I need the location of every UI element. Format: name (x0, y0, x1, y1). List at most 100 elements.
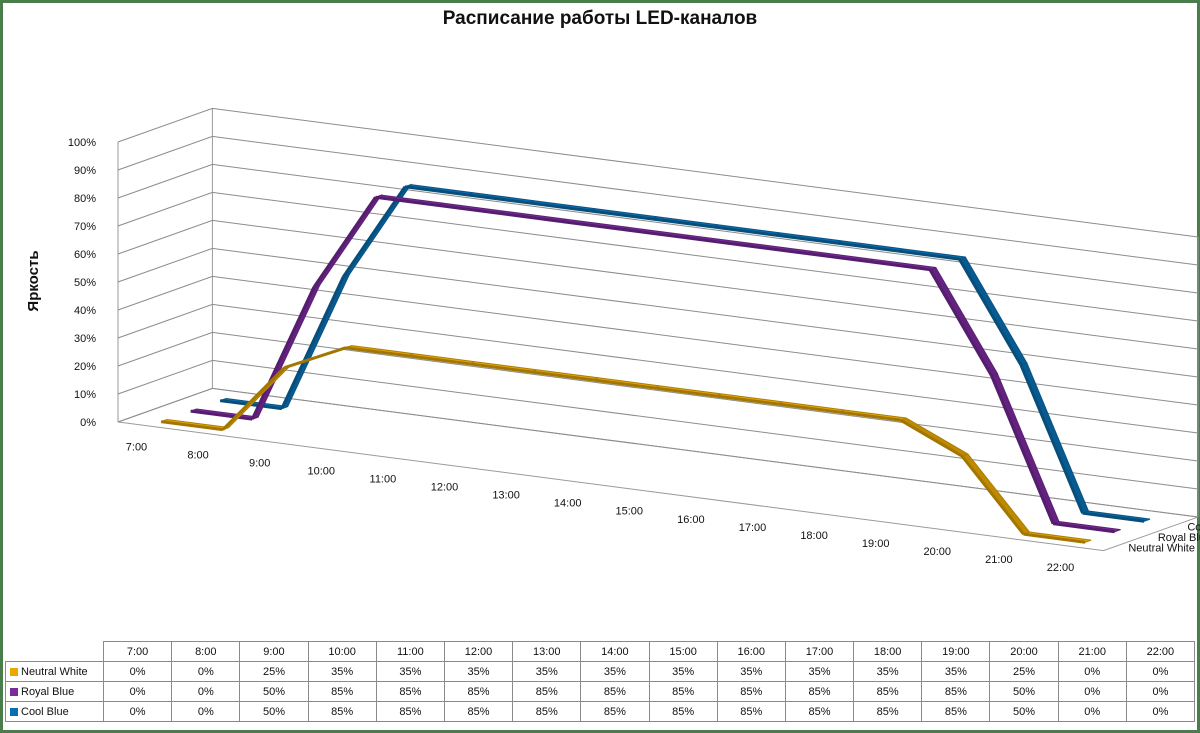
table-cell: 50% (989, 701, 1059, 722)
gridline (117, 359, 1199, 490)
ribbon-edge (774, 233, 837, 245)
y-tick-label: 90% (74, 165, 96, 177)
x-tick-label: 20:00 (924, 546, 952, 558)
x-tick-label: 19:00 (862, 538, 890, 550)
ribbon-edge (868, 260, 931, 272)
ribbon-edge (283, 346, 347, 370)
table-row-header: Cool Blue (5, 701, 104, 722)
ribbon-edge (1023, 532, 1086, 544)
table-header-cell: 12:00 (443, 641, 514, 662)
table-cell: 35% (443, 661, 514, 682)
x-tick-label: 13:00 (492, 490, 520, 502)
x-tick-label: 15:00 (616, 506, 644, 518)
x-tick-label: 22:00 (1047, 562, 1075, 574)
x-tick-label: 17:00 (739, 522, 767, 534)
table-cell: 35% (307, 661, 377, 682)
y-tick-label: 60% (74, 249, 96, 261)
table-row-header: Neutral White (5, 661, 104, 682)
table-cell: 85% (307, 701, 377, 722)
table-cell: 0% (171, 701, 241, 722)
gridlines (117, 107, 1199, 518)
ribbon-edge (280, 276, 345, 410)
table-cell: 85% (375, 701, 445, 722)
table-header-cell: 18:00 (853, 641, 923, 662)
table-header-cell: 7:00 (102, 641, 173, 662)
table-cell: 85% (921, 681, 991, 702)
data-table: 7:00 8:00 9:00 10:00 11:00 12:00 13:00 14:00 15:… (5, 641, 1196, 722)
ribbon-edge (221, 366, 286, 431)
chart-plot-area: 0% 10% 20% 30% 40% 50% 60% 70% 80% 90% 100% 7:00 8:… (68, 107, 1200, 574)
gridline (117, 163, 1199, 294)
x-tick-label: 12:00 (431, 482, 459, 494)
table-row: Royal Blue 0% 0% 50% 85% 85% 85% 85% 85% 85% 85% 85… (5, 681, 1196, 702)
ribbon-edge (683, 235, 746, 247)
table-cell: 0% (1057, 681, 1127, 702)
y-tick-labels: 0% 10% 20% 30% 40% 50% 60% 70% 80% 90% 100% (68, 137, 96, 429)
x-tick-label: 18:00 (800, 530, 828, 542)
gridline (117, 107, 1199, 238)
ribbon-edge (1052, 522, 1115, 534)
ribbon-edge (589, 209, 652, 221)
table-cell: 0% (1125, 661, 1196, 682)
ribbon-edge (345, 346, 408, 358)
ribbon-segment (899, 417, 970, 457)
ribbon-edge (375, 195, 438, 207)
table-header-cell: 13:00 (512, 641, 582, 662)
series-ribbon-cool-blue (219, 183, 1151, 523)
series-ribbon-royal-blue (190, 194, 1121, 534)
table-cell: 35% (580, 661, 650, 682)
ribbon-edge (715, 394, 778, 406)
gridline (117, 331, 1199, 462)
ribbon-edge (250, 286, 316, 420)
table-cell: 35% (648, 661, 718, 682)
gridline (117, 387, 1199, 518)
table-header-cell: 9:00 (239, 641, 309, 662)
table-cell: 85% (443, 701, 514, 722)
table-cell: 25% (239, 661, 309, 682)
y-tick-label: 70% (74, 221, 96, 233)
gridline (117, 191, 1199, 322)
legend-swatch (10, 667, 18, 676)
table-header-cell: 15:00 (648, 641, 718, 662)
table-cell: 85% (580, 681, 650, 702)
series-label: Royal Blue (1158, 532, 1200, 544)
ribbon-edge (466, 193, 529, 205)
ribbon-edge (838, 410, 901, 422)
table-cell: 85% (443, 681, 514, 702)
ribbon-edge (436, 203, 499, 215)
table-header-cell: 14:00 (580, 641, 650, 662)
table-header-cell: 16:00 (716, 641, 786, 662)
x-tick-label: 9:00 (249, 457, 270, 469)
y-tick-label: 20% (74, 361, 96, 373)
ribbon-edge (1019, 364, 1084, 514)
table-row: Cool Blue 0% 0% 50% 85% 85% 85% 85% 85% 85% 85% 85%… (5, 701, 1196, 722)
table-cell: 85% (716, 681, 786, 702)
ribbon-edge (1082, 511, 1145, 523)
table-cell: 35% (921, 661, 991, 682)
table-header-cell: 10:00 (307, 641, 377, 662)
series-label: Neutral White (1128, 542, 1195, 554)
table-cell: 85% (375, 681, 445, 702)
table-header-cell: 22:00 (1125, 641, 1196, 662)
ribbon-edge (468, 362, 531, 374)
gridline (117, 135, 1199, 266)
table-cell: 85% (716, 701, 786, 722)
x-tick-label: 21:00 (985, 554, 1013, 566)
y-tick-label: 100% (68, 137, 96, 149)
table-cell: 25% (989, 661, 1059, 682)
ribbon-edge (806, 252, 869, 264)
ribbon-edge (928, 268, 993, 377)
ribbon-edge (407, 354, 470, 366)
table-cell: 85% (921, 701, 991, 722)
ribbon-edge (160, 420, 223, 432)
ribbon-edge (530, 370, 593, 382)
ribbon-edge (899, 418, 963, 458)
table-cell: 85% (580, 701, 650, 722)
ribbon-segment (958, 256, 1028, 366)
table-cell: 85% (512, 681, 582, 702)
y-tick-label: 10% (74, 389, 96, 401)
table-cell: 50% (239, 701, 309, 722)
series-ribbons (160, 183, 1151, 544)
table-cell: 0% (171, 681, 241, 702)
